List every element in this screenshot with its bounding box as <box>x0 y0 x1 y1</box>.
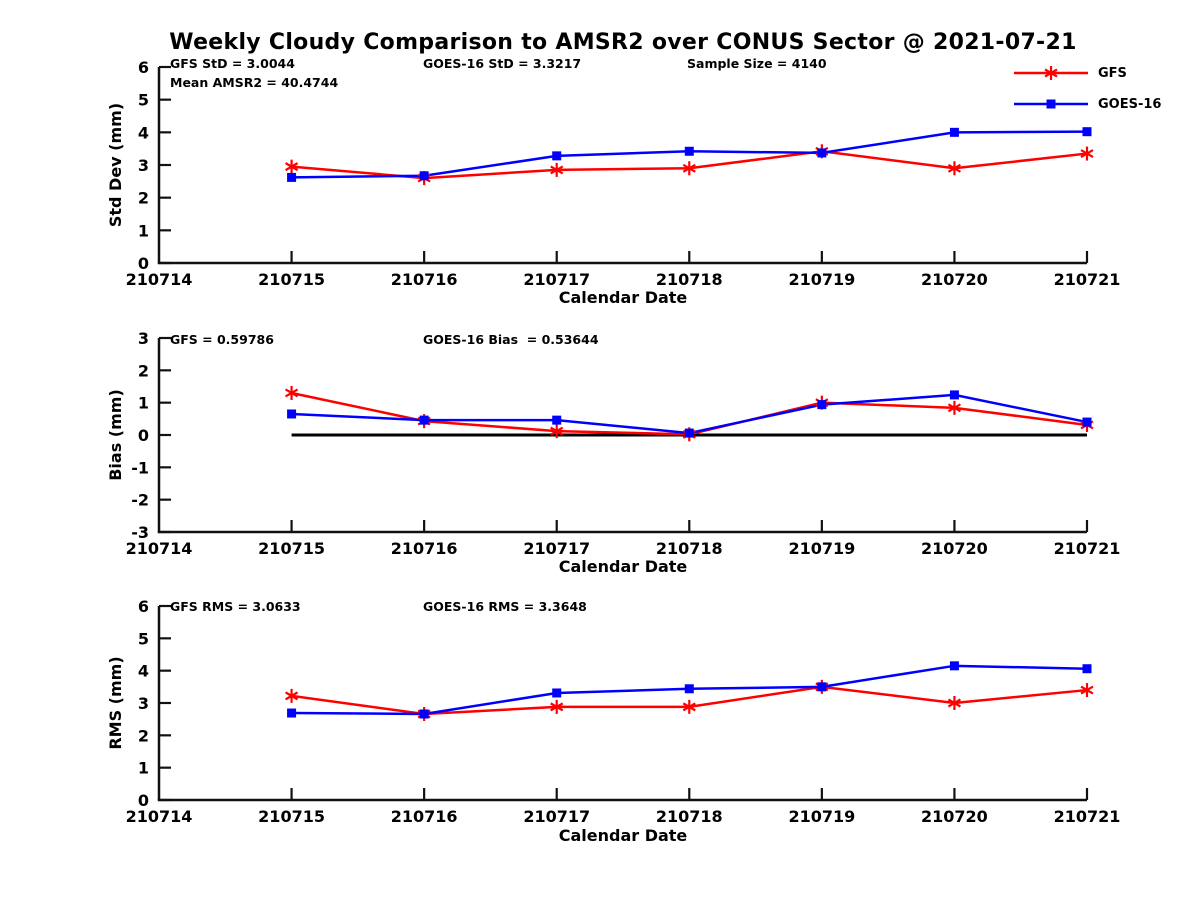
x-tick-label: 210715 <box>258 539 325 558</box>
x-tick-label: 210719 <box>788 539 855 558</box>
gfs-rms-annotation: GFS RMS = 3.0633 <box>170 599 301 614</box>
y-tick-label: 0 <box>138 791 149 810</box>
y-tick-label: 3 <box>138 156 149 175</box>
goes-16-line <box>291 393 1088 435</box>
y-tick-label: -1 <box>131 458 149 477</box>
y-tick-label: 0 <box>138 254 149 273</box>
goes-16-markers <box>287 127 1092 182</box>
y-tick-label: 6 <box>138 58 149 77</box>
y-tick-label: 3 <box>138 329 149 348</box>
y-tick-label: 6 <box>138 597 149 616</box>
y-tick-label: 5 <box>138 91 149 110</box>
y-tick-label: 2 <box>138 189 149 208</box>
x-tick-label: 210718 <box>656 807 723 826</box>
subplot-std-dev-mm-: 0 1 2 3 4 5 6 210714 210715 210716 210717 210718 210… <box>126 58 1121 289</box>
figure-title: Weekly Cloudy Comparison to AMSR2 over C… <box>169 30 1077 55</box>
x-tick-label: 210719 <box>788 807 855 826</box>
x-tick-label: 210717 <box>523 270 590 289</box>
y-tick-label: 3 <box>138 694 149 713</box>
subplot-bias-mm-: -3 -2 -1 0 1 2 3 210714 210715 210716 210717 210718… <box>126 329 1121 558</box>
y-tick-label: -2 <box>131 491 149 510</box>
y-tick-label: 1 <box>138 221 149 240</box>
y-tick-label: 2 <box>138 726 149 745</box>
x-tick-label: 210717 <box>523 539 590 558</box>
legend-item-gfs: GFS <box>1012 63 1127 83</box>
calendar-date-label-2: Calendar Date <box>558 557 688 576</box>
gfs-std-annotation: GFS StD = 3.0044 <box>170 56 295 71</box>
x-tick-label: 210720 <box>921 270 988 289</box>
x-tick-label: 210714 <box>126 539 193 558</box>
mean-amsr2-annotation: Mean AMSR2 = 40.4744 <box>170 75 339 90</box>
goes16-rms-annotation: GOES-16 RMS = 3.3648 <box>423 599 587 614</box>
y-tick-label: 4 <box>138 123 149 142</box>
goes-16-markers <box>287 661 1092 719</box>
y-tick-label: 5 <box>138 629 149 648</box>
sample-size-annotation: Sample Size = 4140 <box>687 56 827 71</box>
x-tick-label: 210715 <box>258 270 325 289</box>
x-tick-label: 210721 <box>1054 270 1121 289</box>
x-tick-label: 210721 <box>1054 807 1121 826</box>
y-tick-label: 2 <box>138 361 149 380</box>
x-tick-label: 210719 <box>788 270 855 289</box>
gfs-legend-label: GFS <box>1098 65 1127 81</box>
calendar-date-label-3: Calendar Date <box>558 826 688 845</box>
goes16-legend-label: GOES-16 <box>1098 96 1162 112</box>
x-tick-label: 210720 <box>921 807 988 826</box>
x-tick-label: 210714 <box>126 807 193 826</box>
y-tick-label: 0 <box>138 426 149 445</box>
stddev-axis-label: Std Dev (mm) <box>106 102 125 228</box>
x-tick-label: 210717 <box>523 807 590 826</box>
subplot-rms-mm-: 0 1 2 3 4 5 6 210714 210715 210716 210717 210718 210… <box>126 597 1121 826</box>
gfs-bias-annotation: GFS = 0.59786 <box>170 332 274 347</box>
x-tick-label: 210718 <box>656 270 723 289</box>
bias-axis-label: Bias (mm) <box>106 389 125 481</box>
legend-item-goes16: GOES-16 <box>1012 94 1161 114</box>
x-tick-label: 210716 <box>391 539 458 558</box>
x-tick-label: 210718 <box>656 539 723 558</box>
y-tick-label: 1 <box>138 394 149 413</box>
goes16-legend-line-icon <box>1014 99 1088 109</box>
gfs-legend-line-icon <box>1014 66 1088 80</box>
x-tick-label: 210716 <box>391 270 458 289</box>
goes16-bias-annotation: GOES-16 Bias = 0.53644 <box>423 332 599 347</box>
goes-16-markers <box>287 390 1092 438</box>
goes16-std-annotation: GOES-16 StD = 3.3217 <box>423 56 582 71</box>
x-tick-label: 210714 <box>126 270 193 289</box>
x-tick-label: 210720 <box>921 539 988 558</box>
x-tick-label: 210716 <box>391 807 458 826</box>
y-tick-label: 1 <box>138 759 149 778</box>
rms-axis-label: RMS (mm) <box>106 656 125 750</box>
x-tick-label: 210715 <box>258 807 325 826</box>
calendar-date-label-1: Calendar Date <box>558 288 688 307</box>
gfs-markers <box>285 679 1094 721</box>
y-tick-label: 4 <box>138 662 149 681</box>
x-tick-label: 210721 <box>1054 539 1121 558</box>
y-tick-label: -3 <box>131 523 149 542</box>
